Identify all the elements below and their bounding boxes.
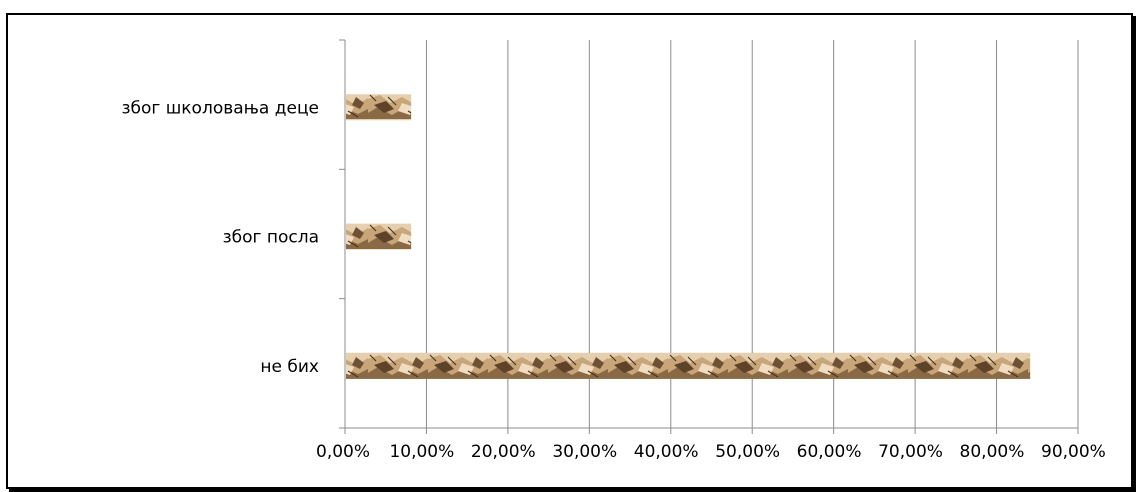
category-label: не бих bbox=[260, 357, 319, 377]
x-tick-label: 90,00% bbox=[1041, 442, 1106, 462]
chart-frame: 0,00% 10,00% 20,00% 30,00% 40,00% 50,00% 60,00… bbox=[6, 13, 1133, 489]
gridlines bbox=[425, 40, 1079, 428]
x-tick-label: 60,00% bbox=[797, 442, 862, 462]
x-tick-label: 30,00% bbox=[552, 442, 617, 462]
category-label: због посла bbox=[223, 228, 319, 248]
bar bbox=[346, 352, 1031, 379]
bar bbox=[346, 223, 412, 250]
labels: 0,00% 10,00% 20,00% 30,00% 40,00% 50,00% 60,00… bbox=[121, 98, 1105, 462]
x-tick-label: 70,00% bbox=[878, 442, 943, 462]
x-tick-label: 40,00% bbox=[634, 442, 699, 462]
category-label: због школовања деце bbox=[121, 98, 319, 118]
x-tick-label: 50,00% bbox=[715, 442, 780, 462]
bars bbox=[346, 94, 1031, 379]
x-tick-label: 10,00% bbox=[389, 442, 454, 462]
x-tick-label: 20,00% bbox=[471, 442, 536, 462]
bar-chart: 0,00% 10,00% 20,00% 30,00% 40,00% 50,00% 60,00… bbox=[121, 39, 1106, 462]
bar bbox=[346, 94, 412, 121]
x-tick-label: 80,00% bbox=[960, 442, 1025, 462]
axes bbox=[339, 39, 1079, 434]
x-tick-label: 0,00% bbox=[316, 442, 370, 462]
